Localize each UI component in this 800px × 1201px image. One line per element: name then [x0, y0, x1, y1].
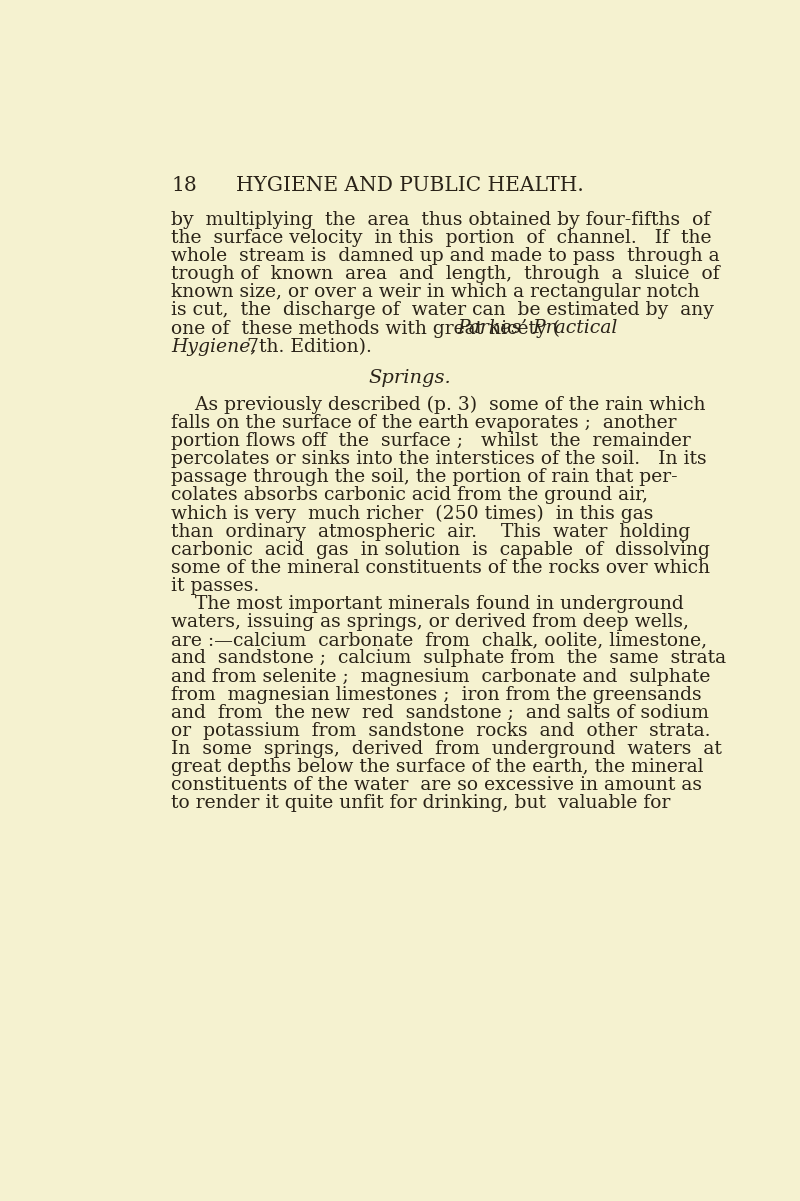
Text: carbonic  acid  gas  in solution  is  capable  of  dissolving: carbonic acid gas in solution is capable… — [171, 540, 710, 558]
Text: and  sandstone ;  calcium  sulphate from  the  same  strata: and sandstone ; calcium sulphate from th… — [171, 650, 726, 668]
Text: trough of  known  area  and  length,  through  a  sluice  of: trough of known area and length, through… — [171, 265, 720, 283]
Text: 7th. Edition).: 7th. Edition). — [242, 337, 372, 355]
Text: and  from  the new  red  sandstone ;  and salts of sodium: and from the new red sandstone ; and sal… — [171, 704, 709, 722]
Text: HYGIENE AND PUBLIC HEALTH.: HYGIENE AND PUBLIC HEALTH. — [236, 177, 584, 196]
Text: 18: 18 — [171, 177, 197, 196]
Text: falls on the surface of the earth evaporates ;  another: falls on the surface of the earth evapor… — [171, 414, 677, 432]
Text: whole  stream is  damned up and made to pass  through a: whole stream is damned up and made to pa… — [171, 247, 720, 265]
Text: waters, issuing as springs, or derived from deep wells,: waters, issuing as springs, or derived f… — [171, 614, 690, 632]
Text: Hygiene,: Hygiene, — [171, 337, 257, 355]
Text: than  ordinary  atmospheric  air.    This  water  holding: than ordinary atmospheric air. This wate… — [171, 522, 690, 540]
Text: some of the mineral constituents of the rocks over which: some of the mineral constituents of the … — [171, 558, 710, 576]
Text: which is very  much richer  (250 times)  in this gas: which is very much richer (250 times) in… — [171, 504, 654, 522]
Text: known size, or over a weir in which a rectangular notch: known size, or over a weir in which a re… — [171, 283, 700, 301]
Text: by  multiplying  the  area  thus obtained by four-fifths  of: by multiplying the area thus obtained by… — [171, 210, 710, 228]
Text: the  surface velocity  in this  portion  of  channel.   If  the: the surface velocity in this portion of … — [171, 229, 712, 247]
Text: great depths below the surface of the earth, the mineral: great depths below the surface of the ea… — [171, 758, 704, 776]
Text: to render it quite unfit for drinking, but  valuable for: to render it quite unfit for drinking, b… — [171, 794, 670, 812]
Text: one of  these methods with great nicety (: one of these methods with great nicety ( — [171, 319, 560, 337]
Text: or  potassium  from  sandstone  rocks  and  other  strata.: or potassium from sandstone rocks and ot… — [171, 722, 710, 740]
Text: from  magnesian limestones ;  iron from the greensands: from magnesian limestones ; iron from th… — [171, 686, 702, 704]
Text: are :—calcium  carbonate  from  chalk, oolite, limestone,: are :—calcium carbonate from chalk, ooli… — [171, 632, 707, 650]
Text: The most important minerals found in underground: The most important minerals found in und… — [171, 594, 684, 613]
Text: passage through the soil, the portion of rain that per-: passage through the soil, the portion of… — [171, 468, 678, 486]
Text: it passes.: it passes. — [171, 576, 259, 594]
Text: Parkes’ Practical: Parkes’ Practical — [457, 319, 618, 337]
Text: colates absorbs carbonic acid from the ground air,: colates absorbs carbonic acid from the g… — [171, 486, 648, 504]
Text: and from selenite ;  magnesium  carbonate and  sulphate: and from selenite ; magnesium carbonate … — [171, 668, 710, 686]
Text: percolates or sinks into the interstices of the soil.   In its: percolates or sinks into the interstices… — [171, 450, 707, 468]
Text: is cut,  the  discharge of  water can  be estimated by  any: is cut, the discharge of water can be es… — [171, 301, 714, 319]
Text: Springs.: Springs. — [369, 369, 451, 387]
Text: constituents of the water  are so excessive in amount as: constituents of the water are so excessi… — [171, 776, 702, 794]
Text: portion flows off  the  surface ;   whilst  the  remainder: portion flows off the surface ; whilst t… — [171, 432, 691, 450]
Text: As previously described (p. 3)  some of the rain which: As previously described (p. 3) some of t… — [171, 395, 706, 414]
Text: In  some  springs,  derived  from  underground  waters  at: In some springs, derived from undergroun… — [171, 740, 722, 758]
